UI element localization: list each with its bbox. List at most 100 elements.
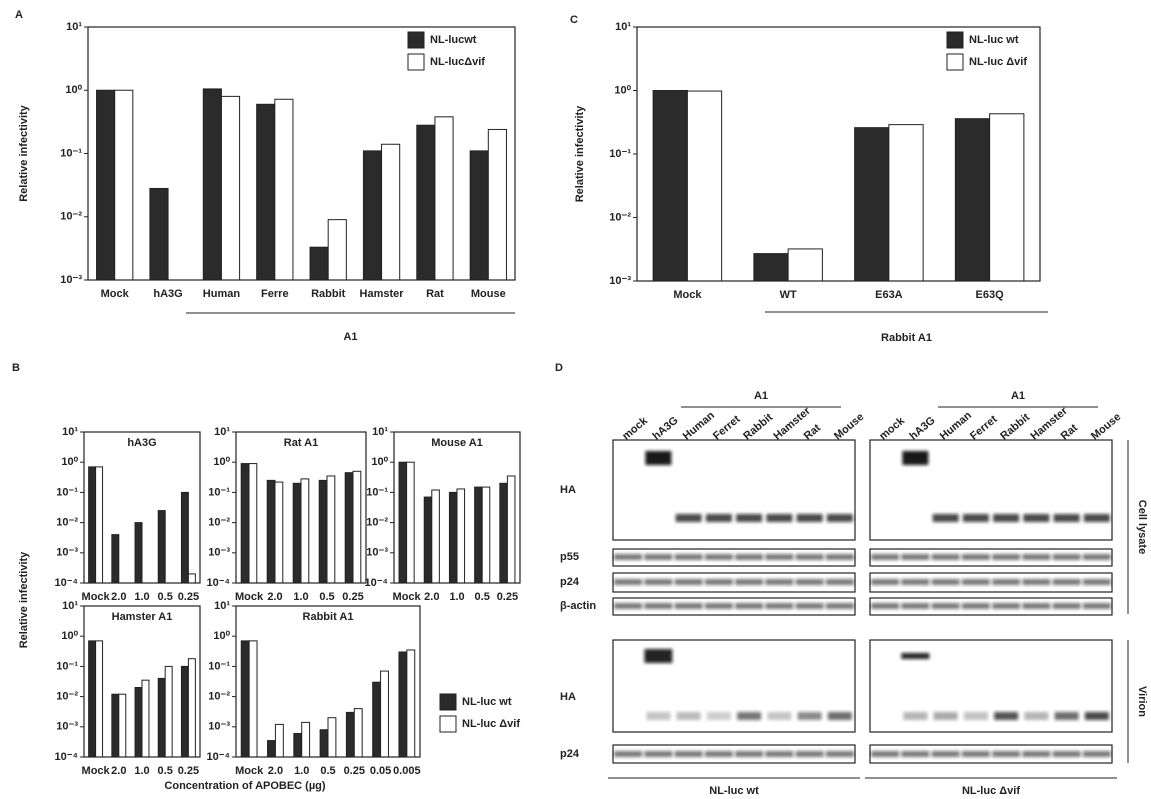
bar <box>257 104 275 280</box>
legend-label: NL-luc Δvif <box>462 718 520 730</box>
bar <box>432 490 440 583</box>
y-axis-label: Relative infectivity <box>18 104 30 201</box>
blot-band <box>675 603 703 609</box>
blot-band <box>962 579 990 585</box>
figure: 10⁻³ 10⁻² 10⁻¹ 10⁰ 10¹ Mock hA3G Human Ferre Rabb… <box>0 0 1151 799</box>
y-tick-label: 10⁻³ <box>60 274 82 286</box>
bar <box>249 464 257 583</box>
lane-label: Rabbit <box>741 411 775 442</box>
blot-band <box>705 603 733 609</box>
x-tick-label: Mock <box>101 288 130 300</box>
x-tick-label: 1.0 <box>134 591 149 603</box>
bar <box>96 641 103 757</box>
bar <box>754 254 788 281</box>
y-tick-label: 10⁻² <box>366 517 388 529</box>
y-tick-label: 10⁻² <box>208 691 230 703</box>
bar <box>221 96 239 280</box>
bar <box>345 473 353 583</box>
bar <box>475 487 483 583</box>
y-tick-label: 10⁰ <box>213 630 230 642</box>
y-tick-label: 10⁻¹ <box>366 486 388 498</box>
bar <box>249 641 257 757</box>
bar <box>150 188 168 280</box>
bar <box>158 511 165 583</box>
blot-band <box>932 751 960 757</box>
y-tick-label: 10⁻⁴ <box>207 577 230 589</box>
blot-band <box>871 751 899 757</box>
x-tick-label: Ferre <box>261 288 289 300</box>
legend-swatch <box>947 54 963 70</box>
blot-band <box>1022 554 1050 560</box>
x-tick-label: 2.0 <box>111 765 126 777</box>
blot-band <box>902 451 928 465</box>
bar <box>320 730 328 757</box>
blot-band <box>705 554 733 560</box>
blot-band <box>933 514 959 522</box>
blot-band <box>1053 579 1081 585</box>
subplot-title: hA3G <box>127 437 156 449</box>
x-tick-label: Human <box>203 288 241 300</box>
x-tick-label: Mock <box>673 289 702 301</box>
x-tick-label: 0.25 <box>178 765 199 777</box>
blot-band <box>962 554 990 560</box>
blot-band <box>992 579 1020 585</box>
blot-band <box>707 712 731 720</box>
x-tick-label: 0.5 <box>320 765 335 777</box>
bar <box>407 462 415 583</box>
row-label: p24 <box>560 748 580 760</box>
blot-band <box>1083 579 1111 585</box>
blot-band <box>706 514 732 522</box>
blot-band <box>992 554 1020 560</box>
blot-band <box>1054 514 1080 522</box>
x-tick-label: Mock <box>82 765 111 777</box>
subplot-title: Rat A1 <box>284 437 318 449</box>
bar <box>241 641 249 757</box>
bar <box>687 91 721 281</box>
blot-band <box>735 579 763 585</box>
bar <box>399 652 407 757</box>
y-tick-label: 10⁻¹ <box>56 660 78 672</box>
bar <box>482 487 490 583</box>
legend-label: NL-lucΔvif <box>430 56 485 68</box>
blot-band <box>796 603 824 609</box>
bar <box>293 483 301 583</box>
x-tick-label: 0.005 <box>393 765 421 777</box>
y-tick-label: 10¹ <box>66 21 82 33</box>
bar <box>89 467 96 583</box>
y-tick-label: 10⁰ <box>65 84 82 96</box>
x-tick-label: Rat <box>426 288 444 300</box>
y-tick-label: 10⁻¹ <box>56 486 78 498</box>
blot-band <box>1084 514 1110 522</box>
blot-band <box>1055 712 1079 720</box>
blot-band <box>614 603 642 609</box>
x-tick-label: WT <box>780 289 797 301</box>
x-tick-label: Mock <box>82 591 111 603</box>
blot-band <box>646 712 670 720</box>
bar <box>188 659 195 757</box>
condition-label: NL-luc wt <box>709 785 759 797</box>
y-tick-label: 10⁰ <box>213 456 230 468</box>
y-tick-label: 10⁻² <box>609 211 631 223</box>
blot-band <box>766 514 792 522</box>
bar <box>955 119 989 281</box>
blot-band <box>737 712 761 720</box>
blot-band <box>765 603 793 609</box>
blot-band <box>1083 603 1111 609</box>
blot-band <box>705 751 733 757</box>
blot-band <box>736 514 762 522</box>
y-tick-label: 10¹ <box>615 21 631 33</box>
blot-band <box>901 653 929 659</box>
blot-band <box>645 451 671 465</box>
blot-band <box>992 603 1020 609</box>
legend-label: NL-luc wt <box>462 696 512 708</box>
y-axis-label: Relative infectivity <box>18 551 30 648</box>
bar <box>500 483 508 583</box>
bar <box>203 89 221 280</box>
y-tick-label: 10⁻¹ <box>60 147 82 159</box>
bar <box>328 718 336 757</box>
blot-band <box>962 751 990 757</box>
bar <box>470 151 488 280</box>
y-tick-label: 10⁻⁴ <box>55 577 78 589</box>
blot-band <box>1022 751 1050 757</box>
blot-band <box>934 712 958 720</box>
